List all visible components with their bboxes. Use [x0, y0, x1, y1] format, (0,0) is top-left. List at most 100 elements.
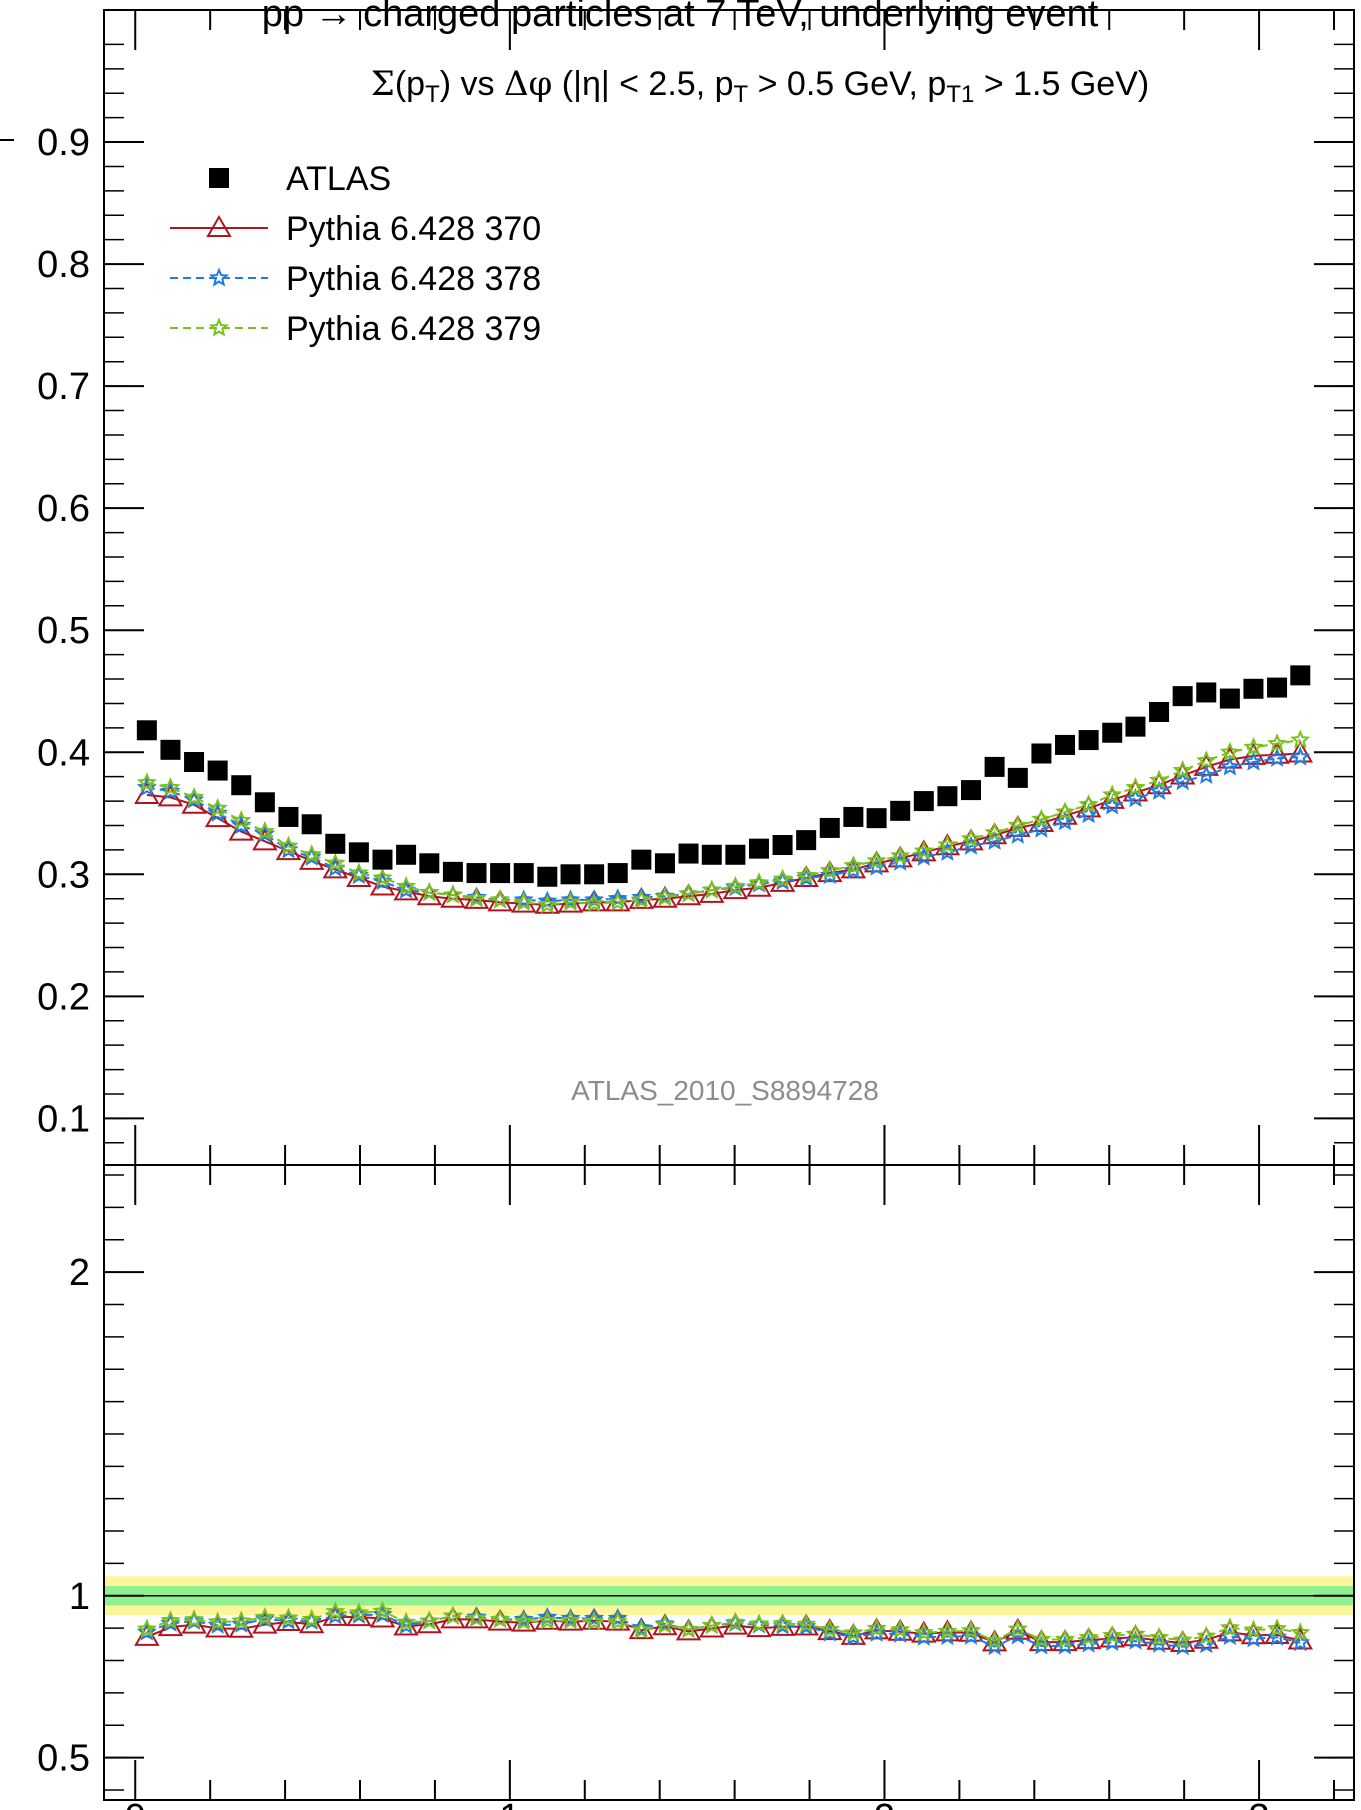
series-atlas-point [1267, 677, 1288, 698]
ratio-pythia-6-428-378-point [890, 1623, 911, 1643]
ratio-pythia-6-428-378-point [1054, 1635, 1076, 1655]
series-atlas-point [1031, 743, 1052, 764]
series-pythia-6-428-378-point [819, 864, 840, 885]
series-atlas-point [1243, 678, 1264, 699]
series-pythia-6-428-379-point [1148, 769, 1170, 789]
series-pythia-6-428-379-point [348, 862, 369, 882]
ratio-y-tick-label: 0.5 [37, 1738, 90, 1780]
series-atlas-point [678, 843, 699, 864]
series-pythia-6-428-379-point [607, 891, 628, 911]
series-pythia-6-428-378-point [960, 835, 982, 855]
series-pythia-6-428-379-point [1290, 729, 1311, 749]
plot-title: Σ(pT) vs Δφ (|η| < 2.5, pT > 0.5 GeV, pT… [371, 64, 1149, 108]
series-atlas-point [984, 756, 1005, 777]
ratio-pythia-6-428-379-point [1054, 1628, 1076, 1649]
ratio-pythia-6-428-378-point [913, 1626, 934, 1646]
series-pythia-6-428-379-point [466, 888, 487, 908]
series-pythia-6-428-379-point [537, 894, 558, 914]
main-y-tick-label: 0.5 [37, 610, 90, 652]
series-atlas-point [419, 853, 440, 874]
series-atlas-point [466, 863, 487, 884]
series-pythia-6-428-370-point [1122, 779, 1149, 802]
series-pythia-6-428-378-point [513, 889, 534, 909]
title-mid2: > 0.5 GeV, p [748, 65, 946, 103]
ratio-pythia-6-428-379-point [937, 1620, 958, 1641]
ratio-pythia-6-428-379-point [843, 1622, 864, 1642]
series-pythia-6-428-379-point [513, 891, 534, 911]
series-pythia-6-428-370-point [228, 818, 254, 841]
legend-label-atlas: ATLAS [286, 160, 391, 198]
ratio-pythia-6-428-378-point [819, 1622, 840, 1642]
series-atlas-point [866, 808, 887, 829]
ratio-pythia-6-428-379-point [772, 1612, 793, 1633]
series-atlas-point [278, 806, 299, 827]
ratio-panel-ticks [104, 1165, 1354, 1800]
series-pythia-6-428-379-point [843, 855, 864, 875]
series-atlas-point [1196, 682, 1217, 703]
ratio-pythia-6-428-378-point [984, 1635, 1005, 1656]
series-pythia-6-428-379-point [1243, 736, 1264, 756]
ratio-pythia-6-428-379-point [419, 1610, 440, 1630]
series-pythia-6-428-379-point [1172, 760, 1193, 780]
title-eta-part: (|η| < 2.5, p [552, 65, 733, 103]
ratio-pythia-6-428-378-point [843, 1626, 864, 1646]
ratio-pythia-6-428-378-point [466, 1606, 487, 1626]
series-pythia-6-428-370-point [1169, 762, 1196, 785]
series-pythia-6-428-370-point [1052, 802, 1078, 825]
series-pythia-6-428-379-point [960, 828, 982, 848]
series-pythia-6-428-379-point [1031, 808, 1052, 829]
ratio-pythia-6-428-379-point [301, 1608, 322, 1629]
ratio-panel-frame [103, 1164, 1355, 1801]
series-pythia-6-428-378-point [937, 841, 958, 861]
series-atlas-point [560, 864, 581, 885]
main-y-tick-label: 0.9 [37, 122, 90, 164]
ratio-pythia-6-428-379-point [1148, 1626, 1170, 1647]
series-pythia-6-428-370-point [699, 880, 725, 903]
series-pythia-6-428-378-point [278, 839, 299, 859]
ratio-pythia-6-428-379-point [748, 1613, 770, 1633]
series-pythia-6-428-370-point [1099, 786, 1125, 809]
ratio-pythia-6-428-379-point [1078, 1626, 1099, 1647]
series-pythia-6-428-379-point [584, 893, 605, 913]
main-y-tick-label: 0.8 [37, 244, 90, 286]
series-atlas-point [654, 853, 675, 874]
series-pythia-6-428-379-point [490, 889, 511, 909]
ratio-pythia-6-428-378-point [584, 1607, 605, 1628]
series-pythia-6-428-378-point [560, 889, 581, 909]
ratio-pythia-6-428-378-point [560, 1607, 581, 1628]
main-y-tick-label: 0.4 [37, 732, 90, 774]
ratio-pythia-6-428-379-point [890, 1619, 911, 1639]
ratio-pythia-6-428-370-point [298, 1611, 325, 1634]
ratio-pythia-6-428-378-point [1031, 1635, 1052, 1655]
ratio-pythia-6-428-378-point [372, 1603, 393, 1624]
ratio-pythia-6-428-379-point [254, 1606, 275, 1626]
ratio-y-tick-label: 2 [69, 1252, 90, 1294]
ratio-pythia-6-428-370-point [204, 1615, 231, 1638]
series-atlas-point [372, 849, 393, 870]
series-atlas-point [184, 752, 205, 773]
series-atlas-point [843, 806, 864, 827]
series-atlas-point [348, 842, 369, 863]
series-atlas-point [748, 838, 769, 859]
series-pythia-6-428-378-point [890, 851, 911, 871]
ratio-pythia-6-428-379-point [1031, 1628, 1052, 1649]
ratio-pythia-6-428-370-point [699, 1615, 725, 1638]
series-pythia-6-428-379-point [442, 884, 463, 904]
ratio-pythia-6-428-379-point [537, 1610, 558, 1630]
series-atlas-point [701, 844, 722, 865]
series-pythia-6-428-378-point [466, 886, 487, 907]
series-pythia-6-428-379-point [183, 786, 205, 807]
series-atlas-point [937, 786, 958, 807]
ratio-y-tick-labels: 0.5 1 2 [37, 1252, 90, 1780]
series-atlas-point [1007, 767, 1028, 788]
series-pythia-6-428-370-point [1146, 772, 1172, 795]
series-pythia-6-428-378-point [654, 885, 675, 905]
analysis-watermark: ATLAS_2010_S8894728 [571, 1075, 879, 1106]
series-pythia-6-428-379-point [136, 772, 157, 792]
series-atlas-point [301, 814, 322, 835]
series-atlas-point [796, 830, 817, 851]
series-pythia-6-428-378-point [631, 886, 652, 907]
main-panel-series [134, 665, 1314, 914]
series-atlas-point [160, 739, 181, 760]
